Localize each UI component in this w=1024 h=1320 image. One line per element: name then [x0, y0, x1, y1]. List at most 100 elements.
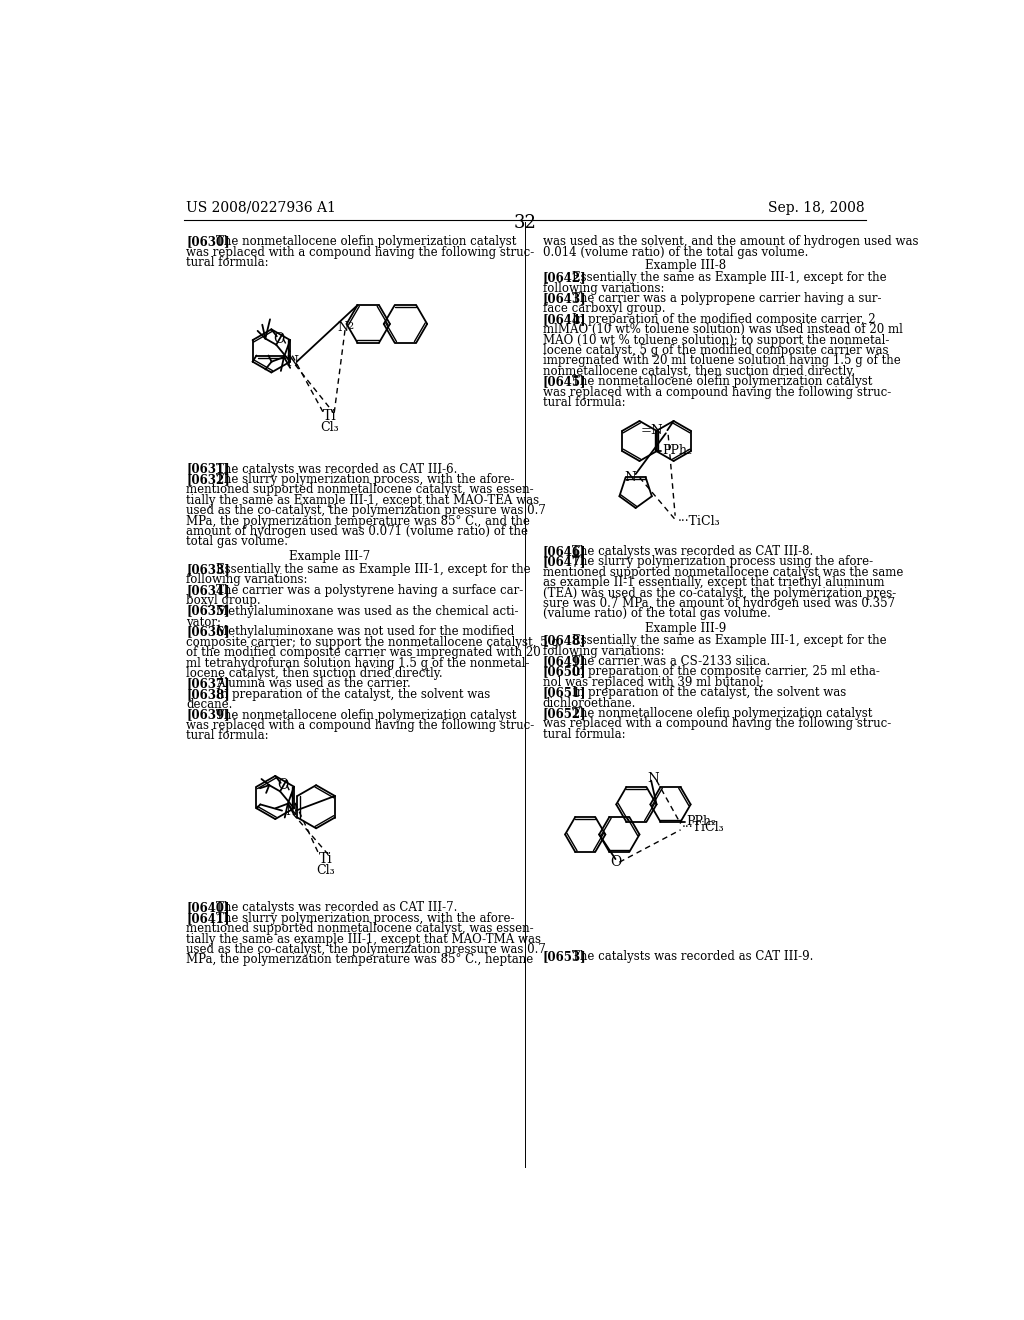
Text: PPh₂: PPh₂: [687, 816, 717, 828]
Text: composite carrier; to support the nonmetallocene catalyst, 5 g: composite carrier; to support the nonmet…: [186, 636, 559, 649]
Text: [0630]: [0630]: [186, 235, 229, 248]
Text: tural formula:: tural formula:: [186, 730, 268, 742]
Text: [0644]: [0644]: [543, 313, 586, 326]
Text: [0632]: [0632]: [186, 473, 229, 486]
Text: following variations:: following variations:: [186, 573, 307, 586]
Text: The nonmetallocene olefin polymerization catalyst: The nonmetallocene olefin polymerization…: [572, 708, 872, 719]
Text: Cl₃: Cl₃: [316, 865, 335, 878]
Text: nol was replaced with 39 ml butanol;: nol was replaced with 39 ml butanol;: [543, 676, 764, 689]
Text: [0631]: [0631]: [186, 462, 229, 475]
Text: was replaced with a compound having the following struc-: was replaced with a compound having the …: [543, 718, 891, 730]
Text: Methylaluminoxane was used as the chemical acti-: Methylaluminoxane was used as the chemic…: [216, 605, 518, 618]
Text: [0638]: [0638]: [186, 688, 229, 701]
Text: The slurry polymerization process using the afore-: The slurry polymerization process using …: [572, 556, 873, 569]
Text: [0635]: [0635]: [186, 605, 229, 618]
Text: ···TiCl₃: ···TiCl₃: [678, 515, 721, 528]
Text: as example II-1 essentially, except that triethyl aluminum: as example II-1 essentially, except that…: [543, 576, 884, 589]
Text: used as the co-catalyst, the polymerization pressure was 0.7: used as the co-catalyst, the polymerizat…: [186, 942, 546, 956]
Text: was used as the solvent, and the amount of hydrogen used was: was used as the solvent, and the amount …: [543, 235, 919, 248]
Text: The nonmetallocene olefin polymerization catalyst: The nonmetallocene olefin polymerization…: [216, 709, 516, 722]
Text: The nonmetallocene olefin polymerization catalyst: The nonmetallocene olefin polymerization…: [216, 235, 516, 248]
Text: [0634]: [0634]: [186, 583, 229, 597]
Text: vator;: vator;: [186, 615, 221, 628]
Text: [0637]: [0637]: [186, 677, 229, 690]
Text: [0640]: [0640]: [186, 902, 229, 915]
Text: N: N: [647, 772, 659, 785]
Text: =N: =N: [641, 424, 664, 437]
Text: The nonmetallocene olefin polymerization catalyst: The nonmetallocene olefin polymerization…: [572, 375, 872, 388]
Text: The catalysts was recorded as CAT III-7.: The catalysts was recorded as CAT III-7.: [216, 902, 457, 915]
Text: The catalysts was recorded as CAT III-9.: The catalysts was recorded as CAT III-9.: [572, 950, 813, 964]
Text: N: N: [337, 321, 348, 334]
Text: MPa, the polymerization temperature was 85° C., heptane: MPa, the polymerization temperature was …: [186, 953, 534, 966]
Text: Ti: Ti: [318, 853, 333, 866]
Text: O: O: [610, 855, 622, 869]
Text: The carrier was a polypropene carrier having a sur-: The carrier was a polypropene carrier ha…: [572, 292, 882, 305]
Text: total gas volume.: total gas volume.: [186, 536, 288, 548]
Text: The slurry polymerization process, with the afore-: The slurry polymerization process, with …: [216, 912, 514, 925]
Text: [0642]: [0642]: [543, 271, 587, 284]
Text: [0648]: [0648]: [543, 635, 586, 647]
Text: amount of hydrogen used was 0.071 (volume ratio) of the: amount of hydrogen used was 0.071 (volum…: [186, 525, 528, 539]
Text: 2: 2: [347, 322, 353, 331]
Text: Cl₃: Cl₃: [321, 421, 339, 434]
Text: In preparation of the catalyst, the solvent was: In preparation of the catalyst, the solv…: [216, 688, 489, 701]
Text: N: N: [625, 471, 636, 484]
Text: US 2008/0227936 A1: US 2008/0227936 A1: [186, 201, 336, 215]
Text: mentioned supported nonmetallocene catalyst, was essen-: mentioned supported nonmetallocene catal…: [186, 483, 534, 496]
Text: [0636]: [0636]: [186, 626, 229, 639]
Text: locene catalyst, then suction dried directly.: locene catalyst, then suction dried dire…: [186, 667, 442, 680]
Text: (TEA) was used as the co-catalyst, the polymerization pres-: (TEA) was used as the co-catalyst, the p…: [543, 586, 896, 599]
Text: tural formula:: tural formula:: [543, 396, 626, 409]
Text: [0633]: [0633]: [186, 564, 229, 576]
Text: [0651]: [0651]: [543, 686, 586, 700]
Text: [0647]: [0647]: [543, 556, 586, 569]
Text: [0653]: [0653]: [543, 950, 587, 964]
Text: of the modified composite carrier was impregnated with 20: of the modified composite carrier was im…: [186, 647, 541, 659]
Text: [0643]: [0643]: [543, 292, 587, 305]
Text: The slurry polymerization process, with the afore-: The slurry polymerization process, with …: [216, 473, 514, 486]
Text: The carrier was a CS-2133 silica.: The carrier was a CS-2133 silica.: [572, 655, 770, 668]
Text: The catalysts was recorded as CAT III-6.: The catalysts was recorded as CAT III-6.: [216, 462, 457, 475]
Text: sure was 0.7 MPa, the amount of hydrogen used was 0.357: sure was 0.7 MPa, the amount of hydrogen…: [543, 597, 895, 610]
Text: tural formula:: tural formula:: [186, 256, 268, 269]
Text: boxyl group.: boxyl group.: [186, 594, 261, 607]
Text: [0639]: [0639]: [186, 709, 229, 722]
Text: In preparation of the composite carrier, 25 ml etha-: In preparation of the composite carrier,…: [572, 665, 880, 678]
Text: MAO (10 wt % toluene solution); to support the nonmetal-: MAO (10 wt % toluene solution); to suppo…: [543, 334, 889, 347]
Text: was replaced with a compound having the following struc-: was replaced with a compound having the …: [186, 719, 535, 733]
Text: following variations:: following variations:: [543, 281, 665, 294]
Text: O: O: [273, 331, 285, 346]
Text: In preparation of the modified composite carrier, 2: In preparation of the modified composite…: [572, 313, 876, 326]
Text: mlMAO (10 wt% toluene solution) was used instead of 20 ml: mlMAO (10 wt% toluene solution) was used…: [543, 323, 902, 337]
Text: [0646]: [0646]: [543, 545, 586, 558]
Text: ···TiCl₃: ···TiCl₃: [682, 821, 725, 834]
Text: was replaced with a compound having the following struc-: was replaced with a compound having the …: [186, 246, 535, 259]
Text: Ti: Ti: [323, 409, 336, 424]
Text: N: N: [287, 355, 299, 368]
Text: PPh₂: PPh₂: [663, 445, 692, 458]
Text: [0649]: [0649]: [543, 655, 586, 668]
Text: nonmetallocene catalyst, then suction dried directly.: nonmetallocene catalyst, then suction dr…: [543, 364, 855, 378]
Text: The carrier was a polystyrene having a surface car-: The carrier was a polystyrene having a s…: [216, 583, 523, 597]
Text: tural formula:: tural formula:: [543, 727, 626, 741]
Text: impregnated with 20 ml toluene solution having 1.5 g of the: impregnated with 20 ml toluene solution …: [543, 354, 900, 367]
Text: mentioned supported nonmetallocene catalyst, was essen-: mentioned supported nonmetallocene catal…: [186, 923, 534, 936]
Text: 0.014 (volume ratio) of the total gas volume.: 0.014 (volume ratio) of the total gas vo…: [543, 246, 808, 259]
Text: was replaced with a compound having the following struc-: was replaced with a compound having the …: [543, 385, 891, 399]
Text: Alumina was used as the carrier.: Alumina was used as the carrier.: [216, 677, 411, 690]
Text: Essentially the same as Example III-1, except for the: Essentially the same as Example III-1, e…: [216, 564, 530, 576]
Text: Essentially the same as Example III-1, except for the: Essentially the same as Example III-1, e…: [572, 635, 887, 647]
Text: [0641]: [0641]: [186, 912, 229, 925]
Text: tially the same as Example III-1, except that MAO-TEA was: tially the same as Example III-1, except…: [186, 494, 540, 507]
Text: [0645]: [0645]: [543, 375, 586, 388]
Text: MPa, the polymerization temperature was 85° C., and the: MPa, the polymerization temperature was …: [186, 515, 530, 528]
Text: 32: 32: [513, 214, 537, 232]
Text: decane.: decane.: [186, 698, 232, 711]
Text: following variations:: following variations:: [543, 644, 665, 657]
Text: O: O: [278, 779, 289, 792]
Text: In preparation of the catalyst, the solvent was: In preparation of the catalyst, the solv…: [572, 686, 846, 700]
Text: Example III-8: Example III-8: [645, 259, 727, 272]
Text: [0650]: [0650]: [543, 665, 586, 678]
Text: ml tetrahydrofuran solution having 1.5 g of the nonmetal-: ml tetrahydrofuran solution having 1.5 g…: [186, 656, 529, 669]
